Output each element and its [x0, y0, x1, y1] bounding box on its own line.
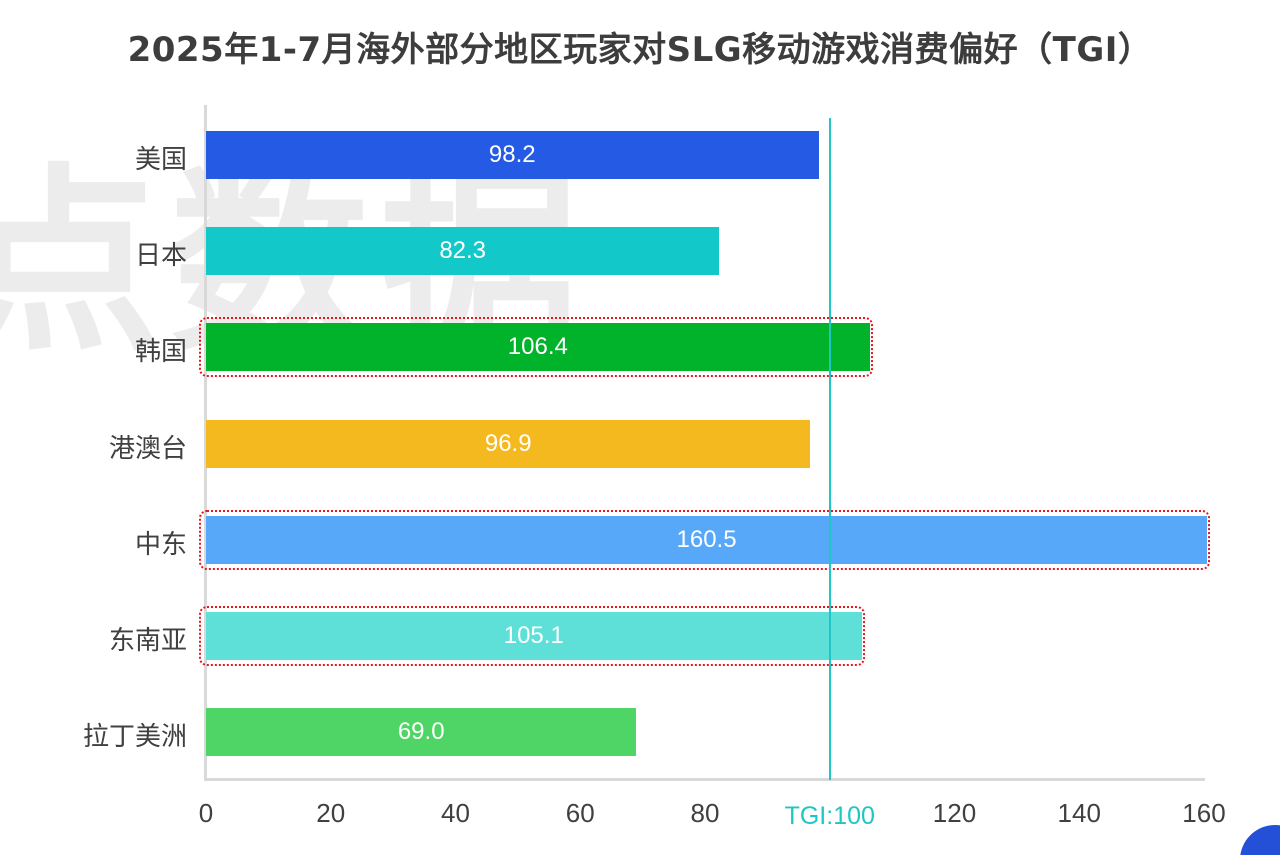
y-axis-line [204, 105, 207, 781]
highlight-box [199, 317, 873, 378]
x-tick-label: 60 [565, 798, 595, 828]
bar-value-label: 82.3 [439, 237, 487, 265]
category-label: 拉丁美洲 [82, 722, 187, 753]
bar-value-label: 69.0 [397, 718, 445, 746]
chart-title: 2025年1-7月海外部分地区玩家对SLG移动游戏消费偏好（TGI） [127, 30, 1153, 70]
category-label: 港澳台 [108, 433, 187, 464]
bar: 105.1 [206, 612, 862, 660]
x-axis-line [204, 778, 1205, 781]
bar-value-label: 160.5 [676, 525, 737, 553]
category-label: 韩国 [134, 337, 187, 368]
x-tick-label: 140 [1057, 798, 1101, 828]
x-tick-label: 20 [316, 798, 346, 828]
highlight-box [199, 606, 865, 666]
highlight-box [199, 509, 1211, 570]
x-tick-label: 0 [198, 798, 214, 828]
category-label: 东南亚 [108, 626, 187, 656]
bar-value-label: 105.1 [503, 622, 564, 649]
bar-value-label: 106.4 [507, 333, 568, 361]
bar: 106.4 [206, 323, 870, 372]
tgi-tick-label: TGI:100 [784, 802, 875, 830]
x-tick-label: 160 [1182, 798, 1226, 828]
bar: 96.9 [206, 419, 811, 468]
category-label: 美国 [134, 145, 187, 175]
tgi-reference-line [828, 118, 831, 780]
bar-value-label: 98.2 [488, 141, 536, 168]
bar-value-label: 96.9 [484, 429, 532, 457]
x-tick-label: 120 [932, 798, 977, 828]
x-tick-label: 80 [690, 798, 720, 828]
bar: 69.0 [206, 708, 637, 757]
bar: 98.2 [206, 131, 819, 179]
category-label: 中东 [134, 529, 187, 560]
bar: 82.3 [206, 227, 720, 276]
bar: 160.5 [206, 515, 1208, 564]
category-label: 日本 [134, 241, 187, 272]
x-tick-label: 40 [441, 798, 470, 828]
